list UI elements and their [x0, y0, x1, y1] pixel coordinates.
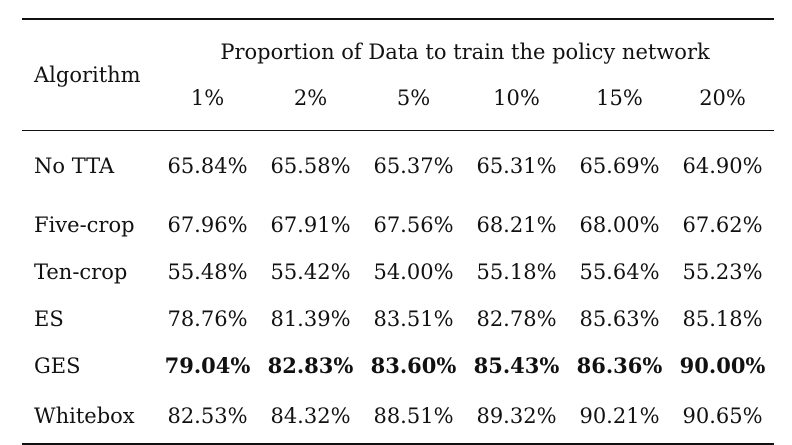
accuracy-cell: 85.63% [579, 306, 660, 331]
proportion-header: 20% [699, 86, 746, 110]
accuracy-cell: 64.90% [682, 154, 763, 178]
table-row-ges: GES 79.04% 82.83% 83.60% 85.43% 86.36% 9… [22, 342, 774, 389]
table-row-whitebox: Whitebox 82.53% 84.32% 88.51% 89.32% 90.… [22, 389, 774, 444]
table-row-no-tta: No TTA 65.84% 65.58% 65.37% 65.31% 65.69… [22, 130, 775, 202]
algorithm-name: Whitebox [34, 404, 135, 428]
accuracy-cell: 90.65% [682, 404, 763, 428]
results-table: Algorithm Proportion of Data to train th… [22, 18, 775, 445]
accuracy-cell: 68.00% [579, 212, 660, 237]
accuracy-cell: 67.62% [682, 212, 763, 237]
accuracy-cell: 88.51% [373, 404, 454, 428]
proportion-spanning-header: Proportion of Data to train the policy n… [220, 40, 710, 64]
accuracy-cell: 65.84% [167, 154, 248, 178]
proportion-header: 2% [293, 86, 328, 110]
algorithm-name: Five-crop [34, 212, 135, 237]
accuracy-cell-best: 85.43% [473, 353, 560, 378]
results-table-container: Algorithm Proportion of Data to train th… [22, 18, 775, 445]
algorithm-name: GES [34, 353, 81, 378]
accuracy-cell-best: 90.00% [679, 353, 766, 378]
accuracy-cell: 89.32% [476, 404, 557, 428]
accuracy-cell: 54.00% [373, 259, 454, 284]
algorithm-name: ES [34, 306, 64, 331]
accuracy-cell: 85.18% [682, 306, 763, 331]
accuracy-cell: 65.58% [270, 154, 351, 178]
algorithm-column-header: Algorithm [34, 63, 141, 87]
accuracy-cell-best: 83.60% [370, 353, 457, 378]
accuracy-cell-best: 79.04% [164, 353, 251, 378]
table-row-ten-crop: Ten-crop 55.48% 55.42% 54.00% 55.18% 55.… [22, 248, 774, 295]
accuracy-cell: 67.56% [373, 212, 454, 237]
accuracy-cell: 82.53% [167, 404, 248, 428]
accuracy-cell: 55.23% [682, 259, 763, 284]
accuracy-cell-best: 82.83% [267, 353, 354, 378]
accuracy-cell: 55.64% [579, 259, 660, 284]
accuracy-cell: 81.39% [270, 306, 351, 331]
table-header: Algorithm Proportion of Data to train th… [22, 19, 775, 131]
header-row-proportions: 1% 2% 5% 10% 15% 20% [22, 84, 774, 131]
algorithm-name: No TTA [34, 154, 115, 178]
accuracy-cell: 65.69% [579, 154, 660, 178]
accuracy-cell: 84.32% [270, 404, 351, 428]
accuracy-cell: 67.96% [167, 212, 248, 237]
proportion-header: 10% [493, 86, 540, 110]
header-row-span: Algorithm Proportion of Data to train th… [22, 19, 775, 87]
table-row-five-crop: Five-crop 67.96% 67.91% 67.56% 68.21% 68… [22, 201, 774, 248]
table-row-es: ES 78.76% 81.39% 83.51% 82.78% 85.63% 85… [22, 295, 774, 342]
accuracy-cell: 55.42% [270, 259, 351, 284]
accuracy-cell: 55.48% [167, 259, 248, 284]
accuracy-cell: 78.76% [167, 306, 248, 331]
accuracy-cell: 67.91% [270, 212, 351, 237]
accuracy-cell: 68.21% [476, 212, 557, 237]
table-body: No TTA 65.84% 65.58% 65.37% 65.31% 65.69… [22, 130, 775, 444]
accuracy-cell: 82.78% [476, 306, 557, 331]
accuracy-cell: 65.37% [373, 154, 454, 178]
accuracy-cell: 65.31% [476, 154, 557, 178]
proportion-header: 15% [596, 86, 643, 110]
accuracy-cell: 90.21% [579, 404, 660, 428]
proportion-header: 5% [396, 86, 431, 110]
accuracy-cell: 83.51% [373, 306, 454, 331]
algorithm-name: Ten-crop [34, 259, 128, 284]
accuracy-cell-best: 86.36% [576, 353, 663, 378]
accuracy-cell: 55.18% [476, 259, 557, 284]
proportion-header: 1% [190, 86, 225, 110]
